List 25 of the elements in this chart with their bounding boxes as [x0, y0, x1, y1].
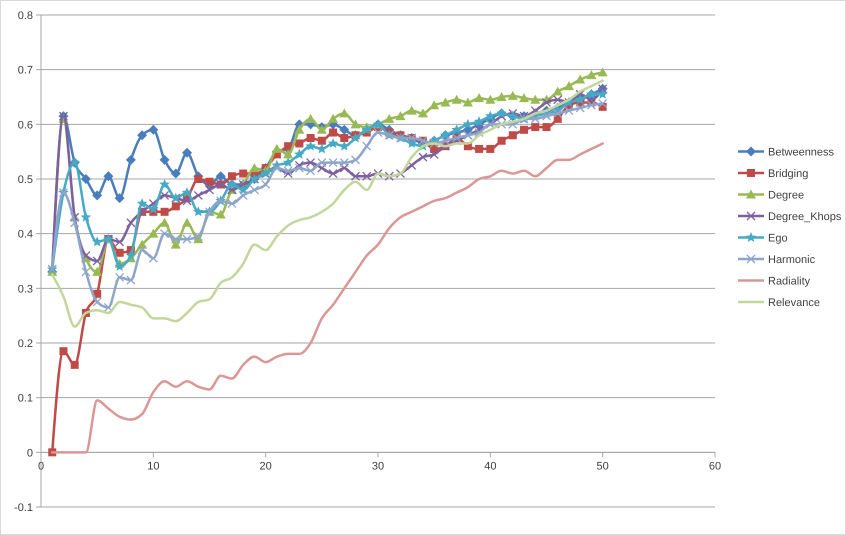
- legend-label: Degree: [768, 190, 804, 202]
- x-tick-label: 20: [260, 460, 272, 472]
- x-tick-label: 30: [372, 460, 384, 472]
- legend-label: Degree_Khops: [768, 211, 842, 223]
- legend-label: Radiality: [768, 276, 811, 288]
- y-tick-label: 0.8: [18, 10, 33, 22]
- x-tick-label: 10: [147, 460, 160, 472]
- legend-label: Betweenness: [768, 146, 835, 158]
- legend-label: Relevance: [768, 297, 820, 309]
- y-tick-label: 0.1: [18, 392, 33, 405]
- legend-label: Harmonic: [768, 254, 816, 266]
- y-tick-label: 0.2: [18, 338, 33, 350]
- x-tick-label: 0: [38, 460, 44, 472]
- x-tick-label: 40: [484, 460, 496, 472]
- legend-label: Bridging: [768, 168, 808, 180]
- x-tick-label: 50: [596, 460, 609, 472]
- y-tick-label: 0.5: [18, 174, 33, 186]
- y-tick-label: 0.3: [18, 283, 33, 296]
- y-tick-label: 0.4: [18, 228, 33, 241]
- y-tick-label: -0.1: [14, 502, 33, 514]
- y-tick-label: 0: [26, 447, 33, 460]
- legend-label: Ego: [768, 232, 788, 244]
- y-tick-label: 0.6: [18, 119, 33, 132]
- y-tick-label: 0.7: [18, 64, 33, 77]
- x-tick-label: 60: [708, 460, 722, 472]
